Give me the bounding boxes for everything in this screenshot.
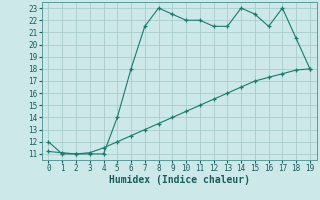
X-axis label: Humidex (Indice chaleur): Humidex (Indice chaleur) <box>109 175 250 185</box>
